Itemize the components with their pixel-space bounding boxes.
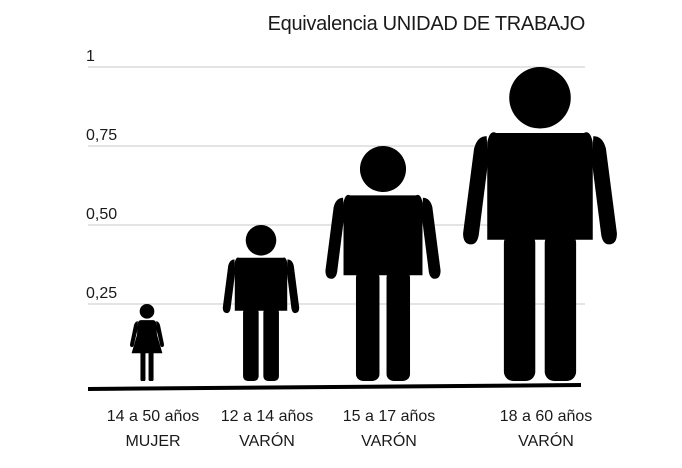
y-axis-ticks: 1 0,75 0,50 0,25: [86, 48, 117, 302]
y-tick-label: 0,25: [86, 285, 117, 302]
category-label-sex: VARÓN: [518, 431, 574, 450]
baseline: [87, 383, 582, 391]
man-icon: [222, 225, 300, 381]
category-labels: 14 a 50 años MUJER 12 a 14 años VARÓN 15 a 1…: [107, 408, 593, 450]
category-label-age: 12 a 14 años: [221, 408, 314, 425]
chart-title: Equivalencia UNIDAD DE TRABAJO: [268, 13, 585, 35]
woman-icon: [130, 304, 164, 381]
category-label-age: 18 a 60 años: [500, 408, 593, 425]
man-icon: [463, 67, 617, 381]
category-label-sex: MUJER: [125, 433, 180, 450]
y-tick-label: 0,50: [86, 206, 117, 223]
y-tick-label: 1: [86, 48, 95, 65]
figures: [130, 67, 617, 381]
category-label-sex: VARÓN: [239, 431, 295, 450]
category-label-age: 14 a 50 años: [107, 408, 200, 425]
category-label-sex: VARÓN: [361, 431, 417, 450]
man-icon: [325, 146, 441, 381]
category-label-age: 15 a 17 años: [343, 408, 436, 425]
y-tick-label: 0,75: [86, 127, 117, 144]
